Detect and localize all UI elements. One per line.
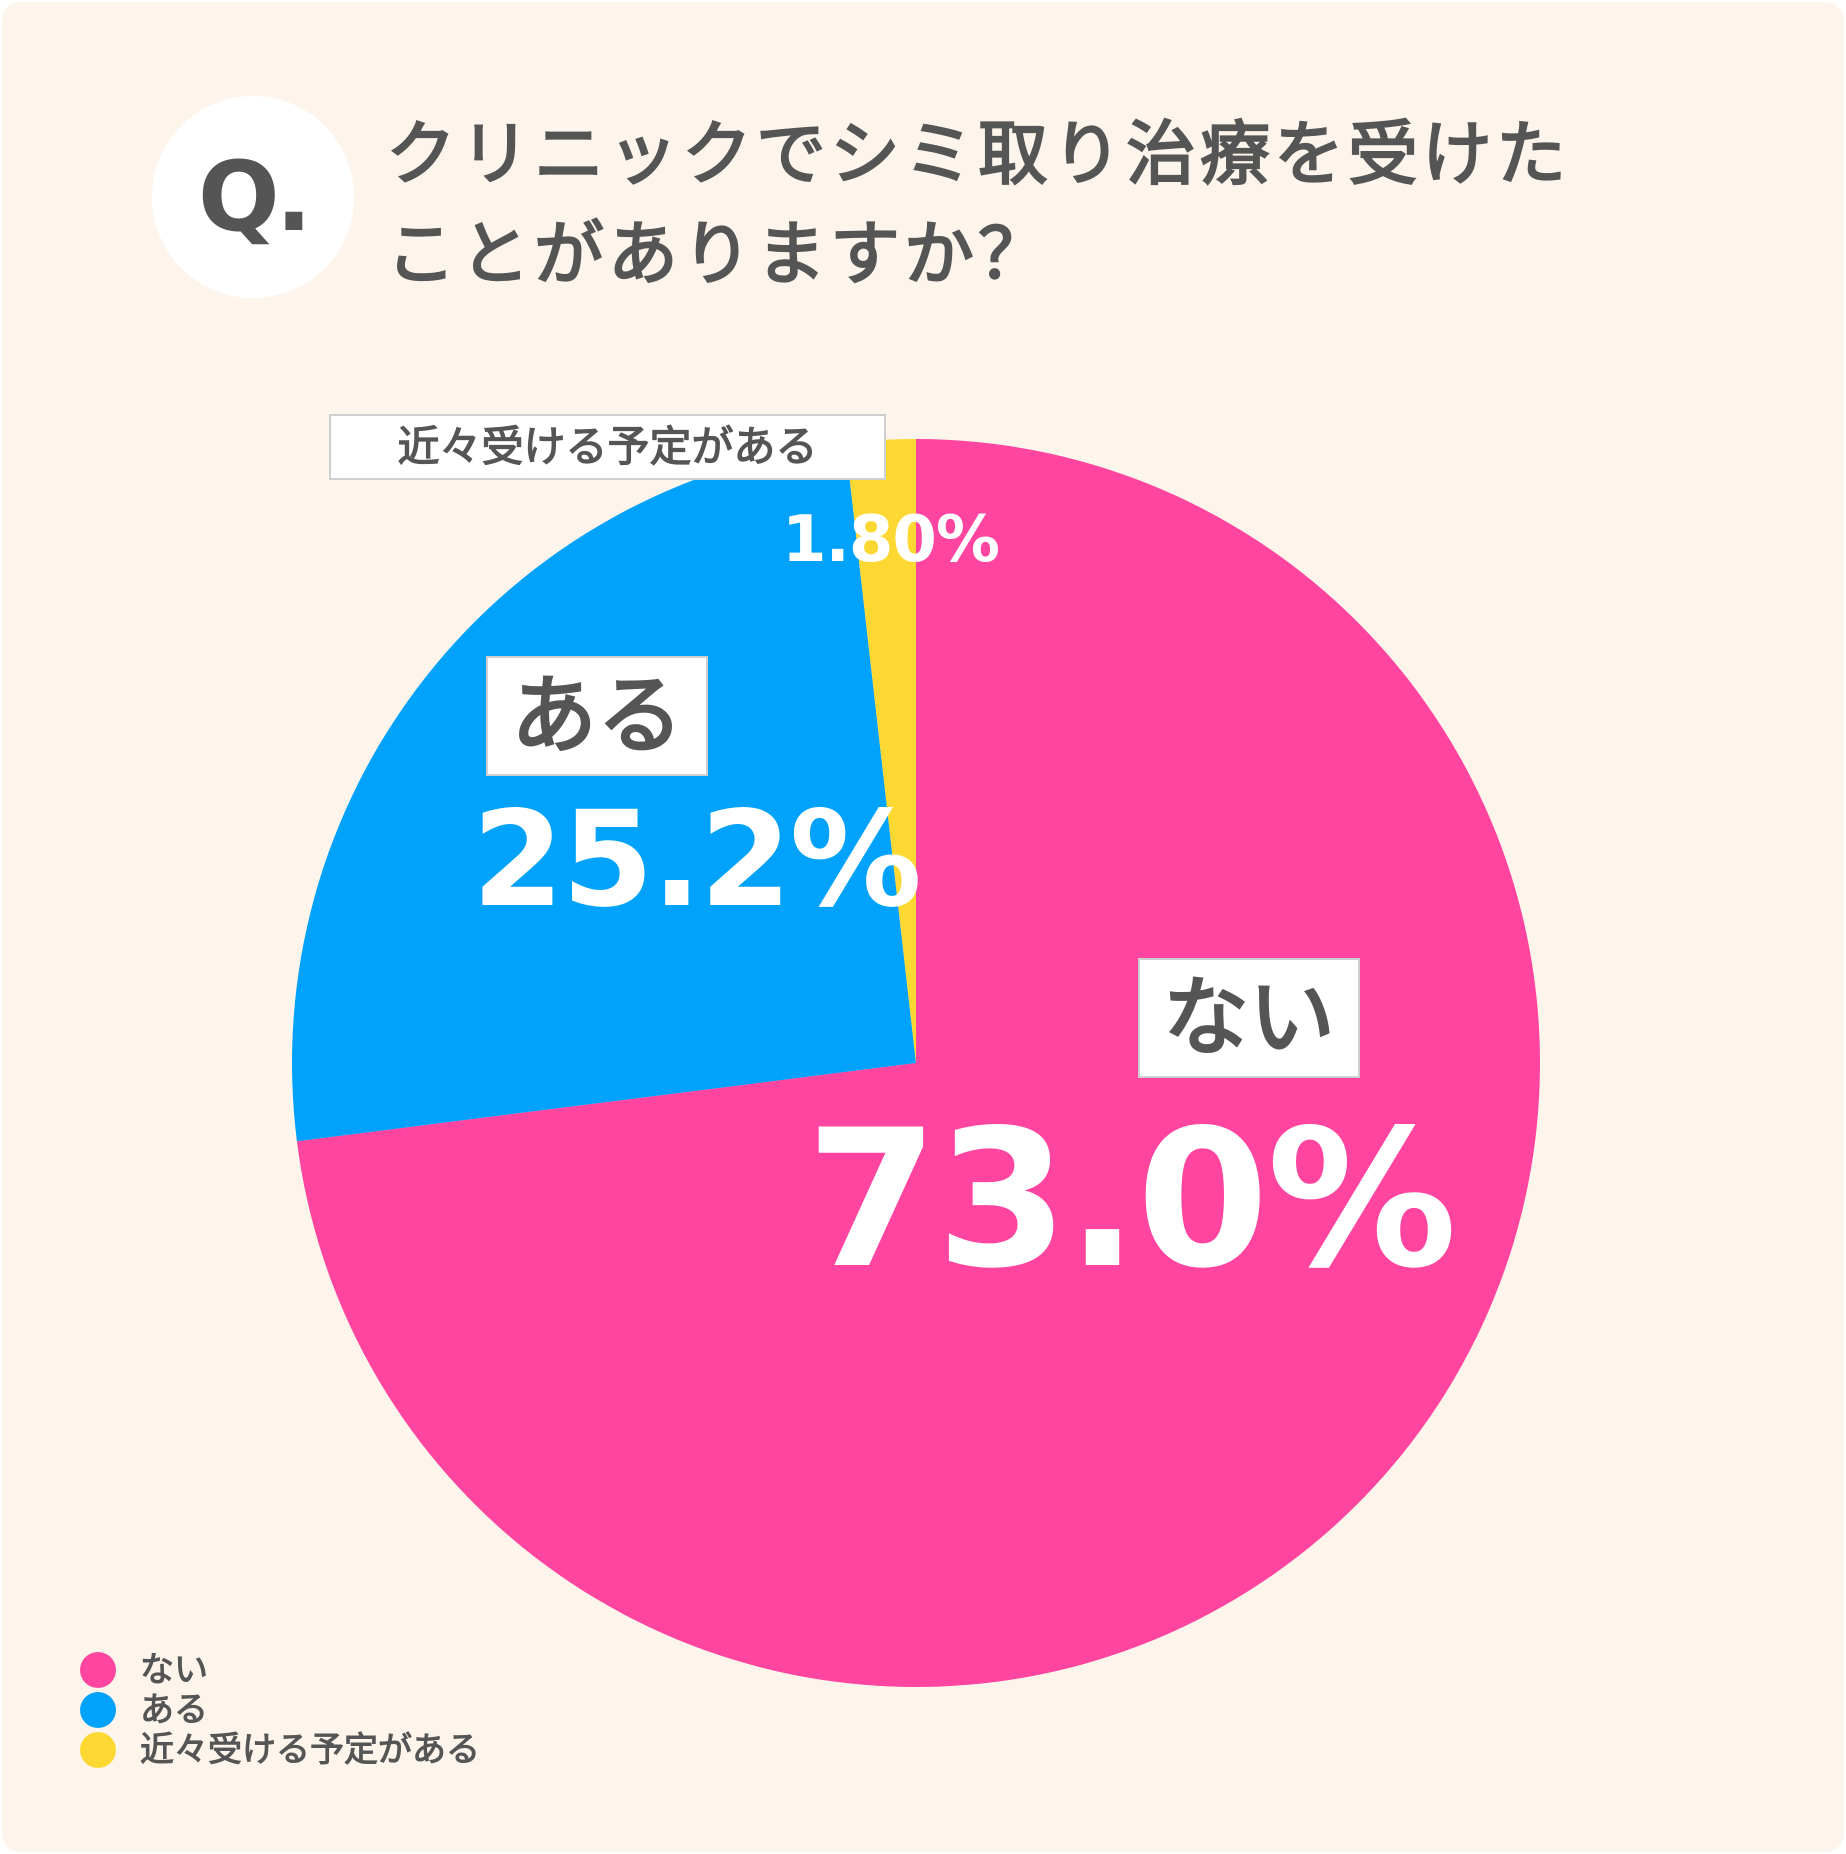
slice-label-soon: 近々受ける予定がある [329,414,886,480]
legend-dot-nai [80,1652,116,1688]
question-title: クリニックでシミ取り治療を受けた ことがありますか？ [386,104,1726,304]
question-badge: Q. [152,96,354,298]
question-line-1: クリニックでシミ取り治療を受けた [386,113,1570,195]
slice-value-nai: 73.0% [806,1089,1457,1310]
slice-value-aru: 25.2% [472,783,922,937]
question-line-2: ことがありますか？ [386,213,1052,295]
pie-slice-soon [845,439,916,1063]
pie-slice-nai [296,439,1540,1687]
pie-slice-aru [291,442,916,1142]
question-badge-text: Q. [197,141,312,253]
legend-text-nai: ない [140,1650,208,1690]
slice-label-aru: ある [486,656,708,776]
slice-value-soon: 1.80% [782,503,1000,577]
legend-text-aru: ある [140,1690,208,1730]
legend-dot-aru [80,1692,116,1728]
legend-dot-soon [80,1732,116,1768]
legend-text-soon: 近々受ける予定がある [140,1730,480,1770]
slice-label-nai: ない [1138,958,1360,1078]
